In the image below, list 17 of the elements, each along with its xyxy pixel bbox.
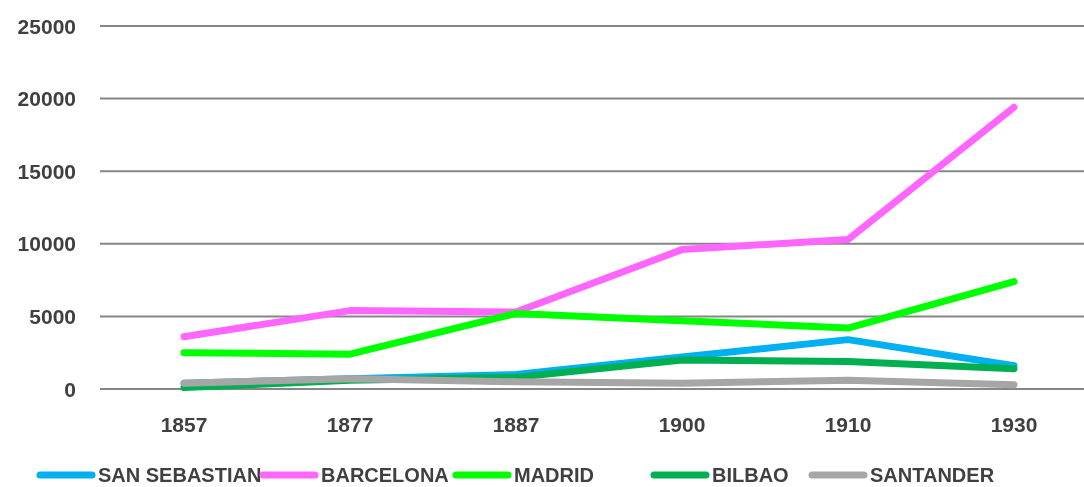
x-tick-label: 1900 <box>658 412 706 436</box>
y-tick-label: 15000 <box>17 159 76 183</box>
y-tick-label: 0 <box>64 377 76 401</box>
x-tick-label: 1887 <box>492 412 540 436</box>
x-tick-label: 1930 <box>990 412 1038 436</box>
legend-label: SANTANDER <box>870 464 995 486</box>
x-tick-label: 1877 <box>326 412 374 436</box>
legend-label: MADRID <box>514 464 594 486</box>
y-tick-label: 20000 <box>17 87 76 111</box>
y-tick-label: 25000 <box>17 14 76 38</box>
y-tick-label: 5000 <box>29 304 76 328</box>
legend-label: SAN SEBASTIAN <box>98 464 262 486</box>
y-tick-label: 10000 <box>17 232 76 256</box>
x-tick-label: 1910 <box>824 412 872 436</box>
x-tick-label: 1857 <box>160 412 208 436</box>
legend-label: BARCELONA <box>321 464 449 486</box>
legend-label: BILBAO <box>712 464 789 486</box>
